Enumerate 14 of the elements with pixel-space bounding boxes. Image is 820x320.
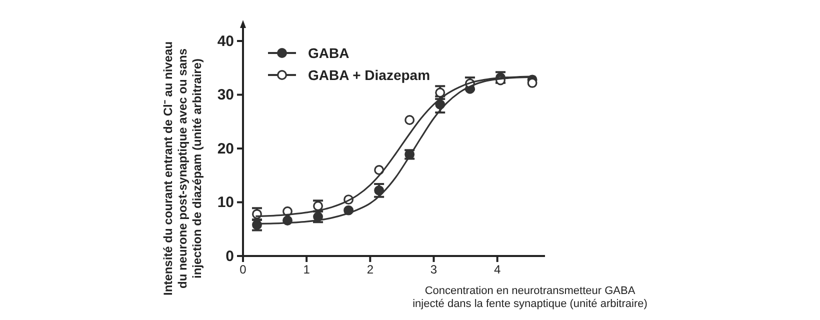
x-tick-label: 2	[366, 262, 374, 277]
x-tick-label: 0	[240, 262, 247, 277]
y-tick-label: 20	[217, 140, 234, 158]
x-tick-label: 4	[494, 262, 501, 277]
x-tick-label: 3	[430, 262, 438, 277]
y-tick-label: 30	[217, 86, 234, 104]
legend-label: GABA + Diazepam	[308, 67, 430, 83]
y-axis-title: Intensité du courant entrant de Cl⁻ au niveau du neurone post-synaptique avec ou sans injection de diazépam (unité arbitraire)	[161, 41, 204, 296]
y-tick-label: 0	[226, 248, 234, 265]
y-tick-label: 40	[217, 32, 234, 50]
legend-label: GABA	[308, 45, 350, 61]
x-axis-title: Concentration en neurotransmetteur GABA injecté dans la fente synaptique (unité arbitraire)	[412, 285, 648, 310]
x-tick-label: 1	[303, 262, 310, 277]
y-tick-label: 10	[217, 194, 234, 212]
